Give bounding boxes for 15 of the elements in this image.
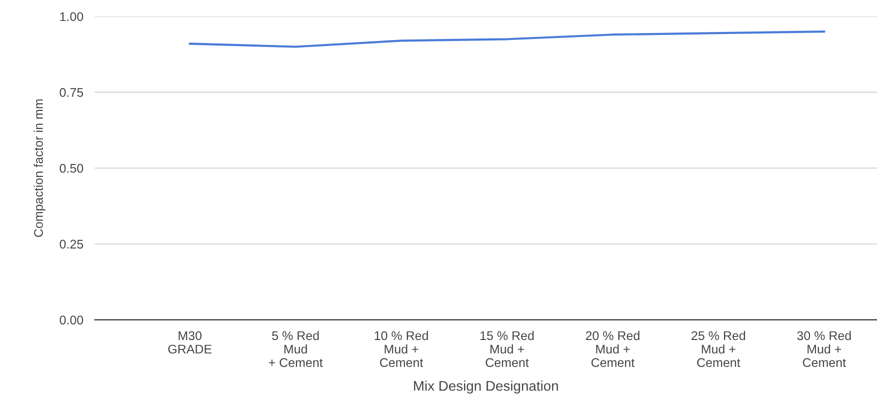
y-tick-label: 0.00 (60, 316, 84, 324)
x-tick-label: 30 % Red Mud + Cement (797, 330, 851, 368)
x-tick-label: 25 % Red Mud + Cement (692, 330, 746, 368)
y-tick-label: 0.25 (60, 240, 84, 249)
y-tick-label: 0.50 (60, 164, 84, 173)
y-axis-title: Compaction factor in mm (34, 99, 46, 237)
x-axis-title: Mix Design Designation (414, 380, 558, 394)
y-tick-label: 1.00 (60, 12, 84, 22)
x-tick-label: 20 % Red Mud + Cement (586, 330, 640, 368)
x-tick-label: M30 GRADE (168, 331, 212, 354)
x-tick-label: 10 % Red Mud + Cement (374, 330, 428, 368)
y-tick-label: 0.75 (60, 88, 84, 97)
x-tick-label: 15 % Red Mud + Cement (480, 330, 534, 368)
x-tick-label: 5 % Red Mud + Cement (268, 330, 323, 368)
line-series (188, 30, 826, 48)
